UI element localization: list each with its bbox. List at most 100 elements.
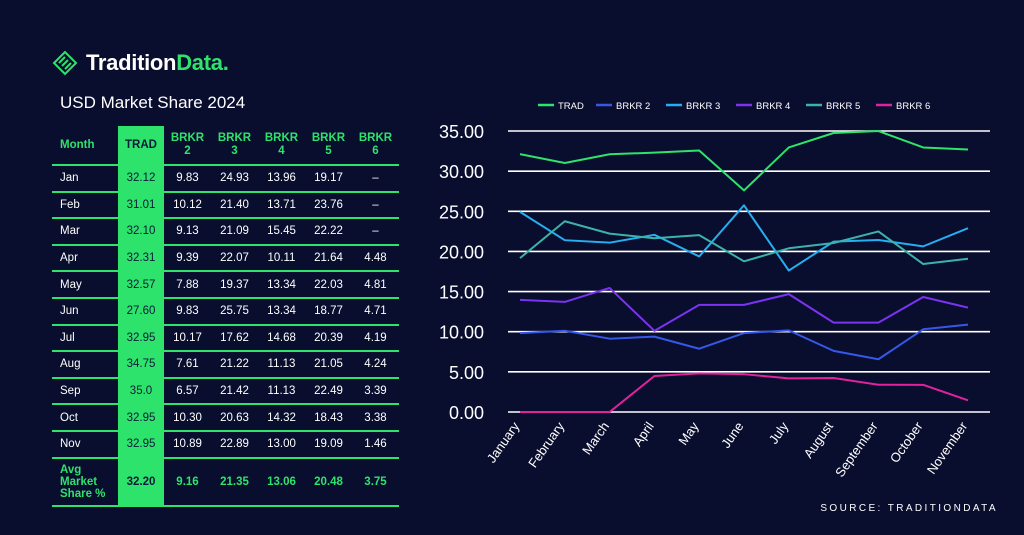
table-cell: 32.12 bbox=[118, 165, 164, 193]
table-cell: 24.93 bbox=[211, 165, 258, 193]
table-cell: 20.39 bbox=[305, 324, 352, 353]
table-row: Nov 32.95 10.89 22.89 13.00 19.09 1.46 bbox=[52, 430, 399, 459]
table-header-cell: BRKR 3 bbox=[211, 126, 258, 166]
table-cell: 18.77 bbox=[305, 297, 352, 326]
table-cell: 10.11 bbox=[258, 244, 305, 273]
y-tick-label: 35.00 bbox=[439, 122, 484, 142]
table-cell: 9.39 bbox=[164, 244, 211, 273]
table-cell: Feb bbox=[52, 191, 118, 220]
series-line-brkr-5 bbox=[519, 220, 969, 266]
table-cell: – bbox=[352, 165, 399, 193]
series-line-trad bbox=[519, 130, 969, 192]
table-cell: 9.16 bbox=[164, 457, 211, 507]
table-cell: 9.13 bbox=[164, 218, 211, 246]
table-cell: Nov bbox=[52, 430, 118, 459]
series-line-brkr-2 bbox=[519, 323, 969, 361]
table-cell: Apr bbox=[52, 244, 118, 273]
table-cell: 13.00 bbox=[258, 430, 305, 459]
table-cell: 10.17 bbox=[164, 324, 211, 353]
table-row: Jan 32.12 9.83 24.93 13.96 19.17– bbox=[52, 165, 399, 193]
table-cell: 13.71 bbox=[258, 191, 305, 220]
x-tick-label: September bbox=[832, 419, 881, 480]
table-cell: 32.31 bbox=[118, 244, 164, 273]
table-cell: 15.45 bbox=[258, 218, 305, 246]
table-cell: 4.24 bbox=[352, 351, 399, 379]
x-tick-label: January bbox=[484, 419, 523, 466]
table-row: Aug 34.75 7.61 21.22 11.13 21.05 4.24 bbox=[52, 351, 399, 379]
table-header-cell: BRKR 5 bbox=[305, 126, 352, 166]
table-cell: 9.83 bbox=[164, 297, 211, 326]
table-cell: 10.12 bbox=[164, 191, 211, 220]
y-tick-label: 25.00 bbox=[439, 202, 484, 222]
table-cell: 10.30 bbox=[164, 404, 211, 432]
table-row: Mar 32.10 9.13 21.09 15.45 22.22– bbox=[52, 218, 399, 246]
table-cell: 17.62 bbox=[211, 324, 258, 353]
source-credit: SOURCE: TRADITIONDATA bbox=[820, 503, 998, 514]
table-cell: 7.61 bbox=[164, 351, 211, 379]
x-tick-label: June bbox=[718, 419, 746, 451]
table-cell: – bbox=[352, 218, 399, 246]
x-tick-label: March bbox=[579, 419, 612, 457]
table-cell: 9.83 bbox=[164, 165, 211, 193]
legend-label: BRKR 4 bbox=[756, 101, 790, 112]
y-tick-label: 0.00 bbox=[449, 403, 484, 423]
table-title: USD Market Share 2024 bbox=[60, 93, 246, 112]
table-cell: May bbox=[52, 271, 118, 299]
table-cell: 18.43 bbox=[305, 404, 352, 432]
x-tick-label: July bbox=[766, 419, 792, 447]
legend-label: TRAD bbox=[558, 101, 584, 112]
table-cell: Mar bbox=[52, 218, 118, 246]
x-tick-label: April bbox=[630, 419, 657, 449]
table-header-cell: BRKR 2 bbox=[164, 126, 211, 166]
table-cell: 27.60 bbox=[118, 297, 164, 326]
y-tick-label: 5.00 bbox=[449, 363, 484, 383]
table-row: Avg Market Share % 32.20 9.16 21.35 13.06 20.… bbox=[52, 457, 399, 507]
x-tick-label: February bbox=[525, 419, 567, 471]
table-cell: 13.34 bbox=[258, 271, 305, 299]
table-header-cell: Month bbox=[52, 126, 118, 166]
table-cell: 19.17 bbox=[305, 165, 352, 193]
series-line-brkr-4 bbox=[519, 286, 969, 332]
table-cell: Avg Market Share % bbox=[52, 457, 118, 507]
x-tick-label: August bbox=[801, 419, 837, 461]
table-cell: – bbox=[352, 191, 399, 220]
table-cell: 11.13 bbox=[258, 377, 305, 406]
table-cell: 22.49 bbox=[305, 377, 352, 406]
x-tick-label: May bbox=[675, 419, 702, 448]
table-cell: 21.40 bbox=[211, 191, 258, 220]
table-cell: 4.81 bbox=[352, 271, 399, 299]
table-cell: Aug bbox=[52, 351, 118, 379]
table-cell: 25.75 bbox=[211, 297, 258, 326]
table-cell: 34.75 bbox=[118, 351, 164, 379]
table-header-cell: TRAD bbox=[118, 126, 164, 166]
table-cell: 4.19 bbox=[352, 324, 399, 353]
market-share-line-chart: 0.00 5.00 10.00 15.00 20.00 25.00 30.00 35.00 Ja… bbox=[439, 101, 990, 480]
x-tick-label: November bbox=[924, 419, 971, 477]
table-cell: 19.37 bbox=[211, 271, 258, 299]
table-cell: Oct bbox=[52, 404, 118, 432]
table-row: Jul 32.95 10.17 17.62 14.68 20.39 4.19 bbox=[52, 324, 399, 353]
table-cell: 21.35 bbox=[211, 457, 258, 507]
table-cell: 3.75 bbox=[352, 457, 399, 507]
table-header-cell: BRKR 4 bbox=[258, 126, 305, 166]
table-row: Apr 32.31 9.39 22.07 10.11 21.64 4.48 bbox=[52, 244, 399, 273]
table-cell: 23.76 bbox=[305, 191, 352, 220]
table-cell: Jul bbox=[52, 324, 118, 353]
logo-mark-icon bbox=[52, 50, 78, 76]
table-cell: Sep bbox=[52, 377, 118, 406]
table-cell: 19.09 bbox=[305, 430, 352, 459]
table-cell: 22.07 bbox=[211, 244, 258, 273]
table-cell: 4.48 bbox=[352, 244, 399, 273]
table-row: Feb 31.01 10.12 21.40 13.71 23.76– bbox=[52, 191, 399, 220]
legend-label: BRKR 3 bbox=[686, 101, 720, 112]
table-cell: 14.32 bbox=[258, 404, 305, 432]
table-cell: 32.10 bbox=[118, 218, 164, 246]
table-cell: 32.95 bbox=[118, 324, 164, 353]
table-cell: 13.96 bbox=[258, 165, 305, 193]
brand-logo: TraditionData. bbox=[52, 50, 229, 76]
table-cell: 22.89 bbox=[211, 430, 258, 459]
table-row: Sep 35.0 6.57 21.42 11.13 22.49 3.39 bbox=[52, 377, 399, 406]
table-cell: 3.39 bbox=[352, 377, 399, 406]
y-tick-label: 20.00 bbox=[439, 242, 484, 262]
table-cell: 20.48 bbox=[305, 457, 352, 507]
